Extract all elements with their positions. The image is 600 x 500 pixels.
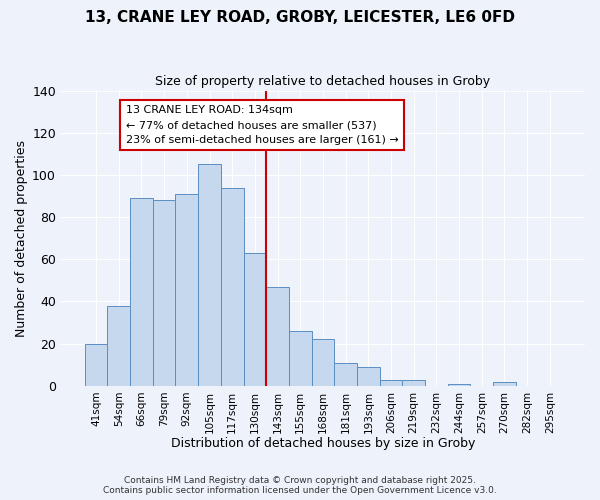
Bar <box>153 200 175 386</box>
Text: 13, CRANE LEY ROAD, GROBY, LEICESTER, LE6 0FD: 13, CRANE LEY ROAD, GROBY, LEICESTER, LE… <box>85 10 515 25</box>
Bar <box>130 198 153 386</box>
Bar <box>175 194 198 386</box>
Y-axis label: Number of detached properties: Number of detached properties <box>15 140 28 336</box>
Bar <box>198 164 221 386</box>
Bar <box>266 286 289 386</box>
Bar <box>403 380 425 386</box>
X-axis label: Distribution of detached houses by size in Groby: Distribution of detached houses by size … <box>171 437 475 450</box>
Bar <box>493 382 516 386</box>
Bar <box>107 306 130 386</box>
Title: Size of property relative to detached houses in Groby: Size of property relative to detached ho… <box>155 75 491 88</box>
Bar <box>380 380 403 386</box>
Bar <box>311 340 334 386</box>
Text: Contains HM Land Registry data © Crown copyright and database right 2025.
Contai: Contains HM Land Registry data © Crown c… <box>103 476 497 495</box>
Bar <box>244 253 266 386</box>
Bar <box>221 188 244 386</box>
Bar <box>334 362 357 386</box>
Bar <box>289 331 311 386</box>
Bar <box>85 344 107 386</box>
Bar <box>357 367 380 386</box>
Bar <box>448 384 470 386</box>
Text: 13 CRANE LEY ROAD: 134sqm
← 77% of detached houses are smaller (537)
23% of semi: 13 CRANE LEY ROAD: 134sqm ← 77% of detac… <box>125 106 398 145</box>
